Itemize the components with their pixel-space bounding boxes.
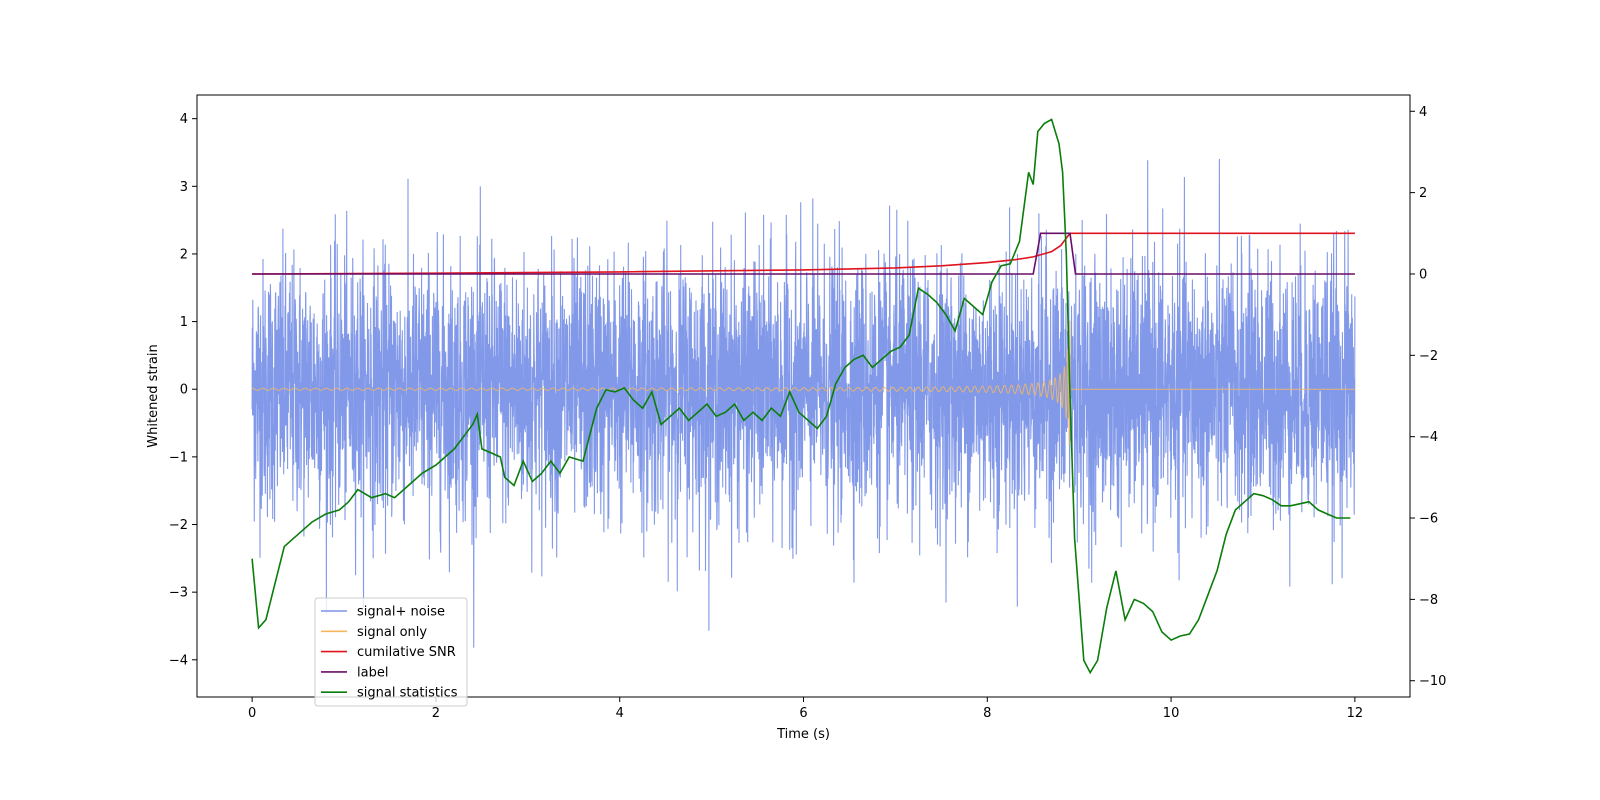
legend-item-signal-only-text: signal only	[357, 625, 427, 640]
x-tick-label: 4	[616, 706, 624, 721]
y2-tick-label: −4	[1419, 430, 1438, 445]
signal-noise-line	[251, 158, 1356, 648]
y-tick-label: 1	[180, 315, 188, 330]
signal-noise-series	[251, 158, 1356, 648]
signal-only-series	[252, 320, 1355, 446]
y2-tick-label: −6	[1419, 512, 1438, 527]
x-tick-label: 10	[1163, 706, 1180, 721]
y-tick-label: −4	[169, 653, 188, 668]
legend: signal+ noise signal only cumilative SNR la…	[314, 597, 468, 707]
y-tick-label: −2	[169, 518, 188, 533]
x-tick-label: 12	[1347, 706, 1364, 721]
legend-box	[314, 597, 468, 707]
signal-only-line	[252, 320, 1355, 446]
y-tick-label: 0	[180, 383, 188, 398]
y2-tick-label: −2	[1419, 349, 1438, 364]
legend-item-signal-noise-text: signal+ noise	[357, 605, 445, 620]
legend-item-signal-statistics-text: signal statistics	[357, 686, 458, 701]
legend-item-cumulative-snr-text: cumilative SNR	[357, 645, 456, 660]
y-tick-label: 2	[180, 247, 188, 262]
y2-axis-ticks: −10 −8 −6 −4 −2 0 2 4	[1410, 105, 1446, 689]
x-axis-ticks: 0 2 4 6 8 10 12	[248, 697, 1363, 721]
x-axis-label: Time (s)	[776, 727, 830, 742]
x-tick-label: 6	[799, 706, 807, 721]
y2-tick-label: 4	[1419, 105, 1427, 120]
legend-item-label-text: label	[357, 665, 388, 680]
y2-tick-label: −10	[1419, 674, 1446, 689]
x-tick-label: 2	[432, 706, 440, 721]
y-tick-label: −1	[169, 450, 188, 465]
y-tick-label: 4	[180, 112, 188, 127]
y-axis-label: Whitened strain	[146, 344, 161, 447]
x-tick-label: 8	[983, 706, 991, 721]
y2-tick-label: −8	[1419, 593, 1438, 608]
y-tick-label: 3	[180, 180, 188, 195]
y2-tick-label: 0	[1419, 267, 1427, 282]
cumulative-snr-line	[252, 232, 1355, 275]
right-axis-series	[251, 118, 1355, 675]
x-tick-label: 0	[248, 706, 256, 721]
signal-statistics-line	[251, 118, 1351, 675]
y2-tick-label: 2	[1419, 186, 1427, 201]
y-tick-label: −3	[169, 586, 188, 601]
y-axis-ticks: −4 −3 −2 −1 0 1 2 3 4	[169, 112, 197, 668]
label-line	[252, 232, 1355, 275]
